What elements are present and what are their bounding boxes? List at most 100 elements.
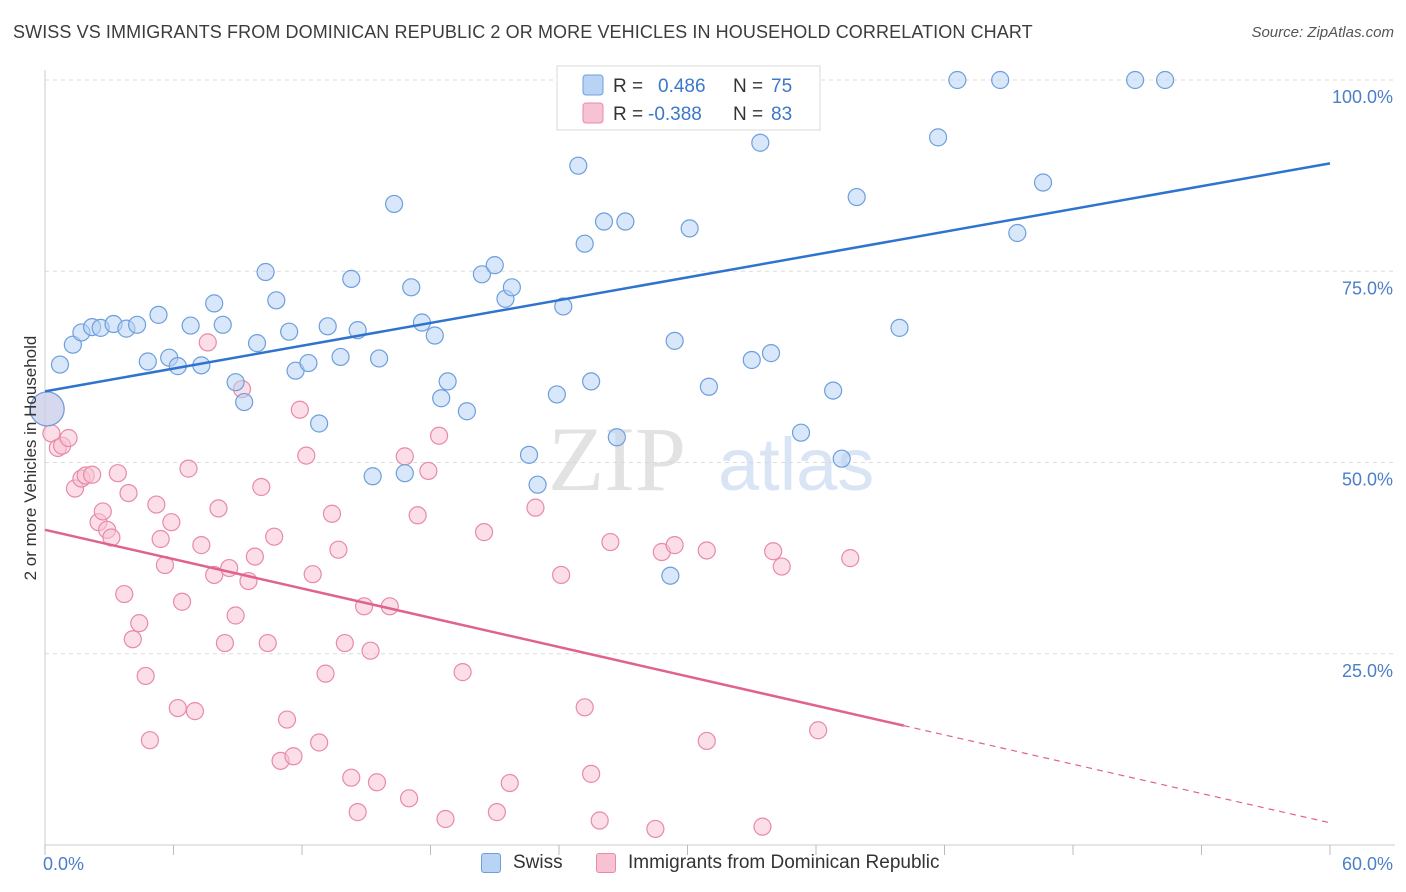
tick-labels: 100.0% 75.0% 50.0% 25.0% 0.0% 60.0% <box>43 87 1393 874</box>
dominican-point <box>361 641 380 660</box>
legend-swatch-swiss <box>582 74 604 96</box>
dominican-point <box>329 540 348 559</box>
swiss-point <box>438 372 457 391</box>
swiss-point <box>235 392 254 412</box>
dominican-point <box>226 606 245 625</box>
swiss-point <box>432 389 451 408</box>
dominican-point <box>147 495 166 514</box>
dominican-point <box>526 498 545 517</box>
dominican-point <box>93 502 112 521</box>
legend-n-value-dominican: 83 <box>771 104 792 125</box>
dominican-point <box>209 499 228 518</box>
dominican-point <box>258 633 277 653</box>
swiss-point <box>832 449 851 468</box>
dominican-point <box>265 527 284 546</box>
dominican-point <box>198 333 217 352</box>
swiss-point <box>457 402 477 421</box>
swiss-point <box>502 278 521 297</box>
swiss-point <box>247 334 267 353</box>
swiss-point <box>472 265 491 284</box>
dominican-point <box>764 542 783 561</box>
swiss-point <box>226 373 245 392</box>
dominican-point <box>395 447 414 466</box>
swiss-point <box>742 350 761 370</box>
swiss-point <box>680 219 699 238</box>
dominican-point <box>474 523 494 542</box>
swiss-point <box>149 305 168 324</box>
dominican-point <box>140 731 160 750</box>
dominican-point <box>436 809 455 829</box>
swiss-points <box>29 70 1175 585</box>
dominican-point <box>322 504 342 523</box>
dominican-point <box>646 819 665 839</box>
swiss-point <box>485 256 504 275</box>
dominican-point <box>108 464 127 483</box>
dominican-point <box>172 592 192 611</box>
legend: R = 0.486 N = 75 R = -0.388 N = 83 <box>556 65 821 131</box>
gridlines <box>45 79 1395 655</box>
axes <box>44 70 1395 855</box>
legend-r-label-swiss: R = <box>613 76 643 97</box>
swiss-point <box>1126 70 1145 90</box>
dominican-point <box>697 731 716 751</box>
swiss-point <box>948 70 967 90</box>
x-tick-label: 60.0% <box>1342 854 1393 874</box>
swiss-point <box>370 349 389 368</box>
trend-lines <box>44 162 1331 824</box>
swiss-point <box>991 70 1010 90</box>
dominican-point <box>601 532 620 552</box>
dominican-point <box>185 702 205 721</box>
swiss-point <box>616 212 635 231</box>
legend-r-value-dominican: -0.388 <box>648 104 702 125</box>
chart-title: SWISS VS IMMIGRANTS FROM DOMINICAN REPUB… <box>13 22 1033 42</box>
swiss-point <box>280 322 299 341</box>
swiss-point <box>582 372 601 391</box>
dominican-point <box>697 541 716 560</box>
dominican-point <box>753 817 772 836</box>
bottom-legend: Swiss Immigrants from Dominican Republic <box>0 852 1406 878</box>
swiss-point <box>791 423 811 442</box>
swiss-point <box>928 128 948 147</box>
swiss-point <box>310 414 329 433</box>
swiss-point <box>138 352 157 371</box>
y-tick-label: 100.0% <box>1332 87 1393 107</box>
swiss-point <box>699 377 719 396</box>
dominican-point <box>590 811 609 830</box>
dominican-point <box>284 747 303 766</box>
swiss-point <box>751 133 770 152</box>
dominican-point <box>179 459 198 478</box>
dominican-point <box>115 584 134 604</box>
legend-swatch-dominican <box>582 102 604 124</box>
y-tick-label: 50.0% <box>1342 470 1393 490</box>
dominican-point <box>809 721 828 740</box>
dominican-point <box>552 565 571 585</box>
dominican-point <box>841 549 860 568</box>
dominican-point <box>290 400 309 419</box>
dominican-point <box>342 768 361 787</box>
dominican-point <box>119 484 138 503</box>
dominican-point <box>136 666 155 686</box>
swiss-point <box>824 381 843 400</box>
dominican-point <box>192 536 211 555</box>
dominican-point <box>408 506 427 525</box>
dominican-point <box>168 698 187 718</box>
watermark: ZIP atlas <box>548 408 874 510</box>
dominican-point <box>665 536 684 555</box>
dominican-point <box>575 698 594 717</box>
swiss-point <box>1033 173 1053 192</box>
dominican-point <box>252 477 271 497</box>
bottom-legend-swatch-dominican <box>596 853 616 873</box>
swiss-point <box>256 262 275 282</box>
legend-r-value-swiss: 0.486 <box>658 76 706 97</box>
dominican-point <box>335 633 354 653</box>
x-tick-label: 0.0% <box>43 854 84 874</box>
swiss-point <box>847 187 866 207</box>
swiss-point <box>528 475 547 494</box>
dominican-points <box>29 333 860 839</box>
swiss-point <box>331 347 350 367</box>
dominican-point <box>151 529 170 549</box>
dominican-trend-line-extension <box>903 725 1331 824</box>
swiss-point <box>569 156 588 175</box>
swiss-point <box>594 212 614 231</box>
watermark-zip: ZIP <box>548 408 686 510</box>
